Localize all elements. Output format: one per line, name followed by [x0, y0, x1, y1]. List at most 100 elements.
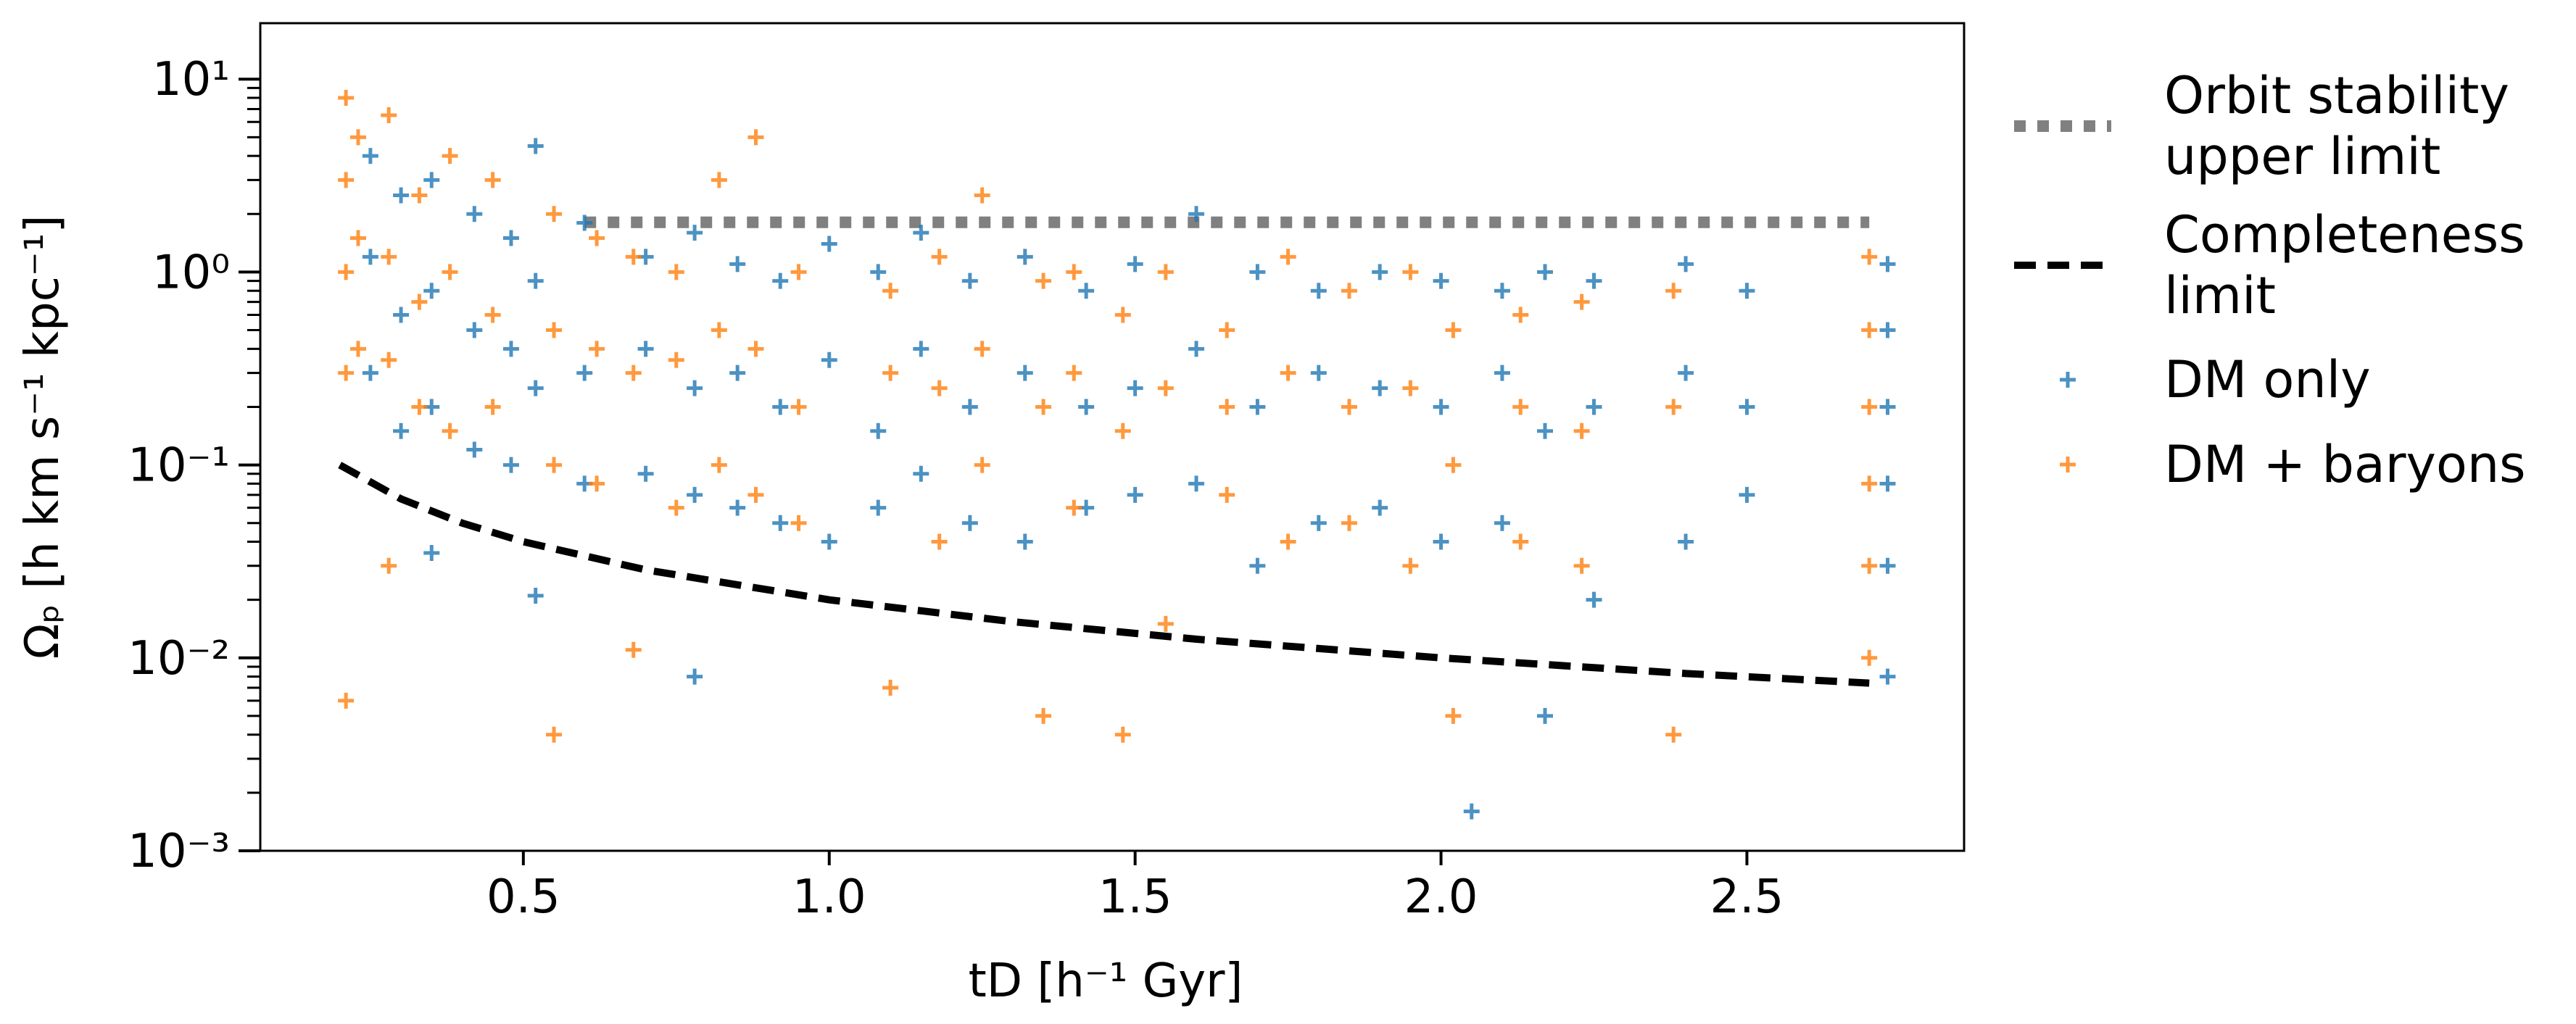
data-point: [381, 557, 397, 574]
data-point: [1586, 272, 1602, 289]
data-point: [381, 249, 397, 265]
data-point: [1035, 707, 1052, 724]
data-point: [1157, 615, 1174, 632]
data-point: [502, 341, 519, 357]
data-point: [913, 225, 929, 241]
data-point: [1127, 380, 1143, 396]
data-point: [1573, 557, 1590, 574]
data-point: [1402, 557, 1419, 574]
data-point: [484, 399, 501, 415]
data-point: [442, 148, 458, 165]
data-point: [338, 264, 355, 280]
data-point: [393, 187, 410, 204]
data-point: [1310, 515, 1327, 531]
data-point: [1188, 206, 1205, 222]
data-point: [338, 692, 355, 709]
data-point: [637, 465, 654, 482]
data-point: [821, 533, 837, 550]
data-point: [1678, 533, 1694, 550]
data-point: [1665, 399, 1682, 415]
data-point: [1280, 365, 1296, 381]
y-tick-label: 10⁰: [152, 246, 230, 299]
data-point: [350, 341, 367, 357]
data-point: [1016, 249, 1033, 265]
data-point: [1280, 533, 1296, 550]
data-point: [974, 457, 990, 473]
data-point: [338, 365, 355, 381]
y-tick-label: 10⁻²: [128, 632, 230, 686]
data-point: [1066, 499, 1082, 516]
data-point: [1665, 726, 1682, 743]
data-point: [1066, 365, 1082, 381]
data-point: [527, 138, 544, 154]
data-point: [1861, 649, 1878, 666]
data-point: [546, 322, 563, 338]
data-point: [1861, 475, 1878, 492]
data-point: [1512, 399, 1529, 415]
x-tick-label: 1.5: [1098, 870, 1172, 924]
data-point: [442, 264, 458, 280]
data-point: [1678, 256, 1694, 272]
y-tick-label: 10⁻³: [128, 825, 230, 878]
data-point: [1219, 399, 1235, 415]
data-point: [1127, 256, 1143, 272]
data-point: [790, 399, 807, 415]
data-point: [1739, 399, 1755, 415]
data-point: [1879, 399, 1896, 415]
data-point: [484, 307, 501, 323]
plot-area: [338, 90, 1896, 820]
data-point: [1035, 272, 1052, 289]
data-point: [1536, 422, 1553, 439]
y-axis-label: Ωₚ [h km s⁻¹ kpc⁻¹]: [16, 215, 70, 659]
data-point: [882, 283, 899, 299]
data-point: [362, 148, 378, 165]
data-point: [1861, 249, 1878, 265]
data-point: [1114, 307, 1131, 323]
data-point: [1678, 365, 1694, 381]
data-point: [668, 264, 684, 280]
data-point: [974, 341, 990, 357]
data-point: [931, 533, 948, 550]
data-point: [1157, 380, 1174, 396]
data-point: [1586, 591, 1602, 608]
data-point: [466, 441, 483, 458]
data-point: [913, 341, 929, 357]
data-point: [1536, 707, 1553, 724]
data-point: [350, 129, 367, 146]
data-point: [668, 351, 684, 368]
legend-label: Completeness limit: [2164, 205, 2525, 325]
data-point: [1879, 557, 1896, 574]
data-point: [1402, 380, 1419, 396]
data-point: [821, 351, 837, 368]
data-point: [687, 225, 703, 241]
data-point: [1114, 422, 1131, 439]
data-point: [442, 422, 458, 439]
data-point: [747, 486, 764, 503]
data-point: [1188, 341, 1205, 357]
data-point: [1879, 475, 1896, 492]
x-tick-label: 0.5: [486, 870, 560, 924]
data-point: [1445, 457, 1462, 473]
limit-line: [338, 462, 1870, 687]
data-point: [1188, 475, 1205, 492]
legend-label: Orbit stability upper limit: [2164, 66, 2509, 186]
plot-frame: [259, 22, 1966, 852]
data-point: [362, 365, 378, 381]
data-point: [1016, 533, 1033, 550]
data-point: [882, 365, 899, 381]
data-point: [502, 230, 519, 246]
data-point: [1512, 307, 1529, 323]
data-point: [527, 588, 544, 604]
data-point: [711, 172, 727, 188]
data-point: [1402, 264, 1419, 280]
data-point: [625, 365, 642, 381]
data-point: [1249, 264, 1266, 280]
data-point: [1879, 668, 1896, 685]
data-point: [961, 399, 978, 415]
data-point: [1341, 515, 1357, 531]
legend-label: DM + baryons: [2164, 435, 2526, 494]
data-point: [1861, 399, 1878, 415]
data-point: [711, 322, 727, 338]
data-point: [1536, 264, 1553, 280]
data-point: [527, 272, 544, 289]
